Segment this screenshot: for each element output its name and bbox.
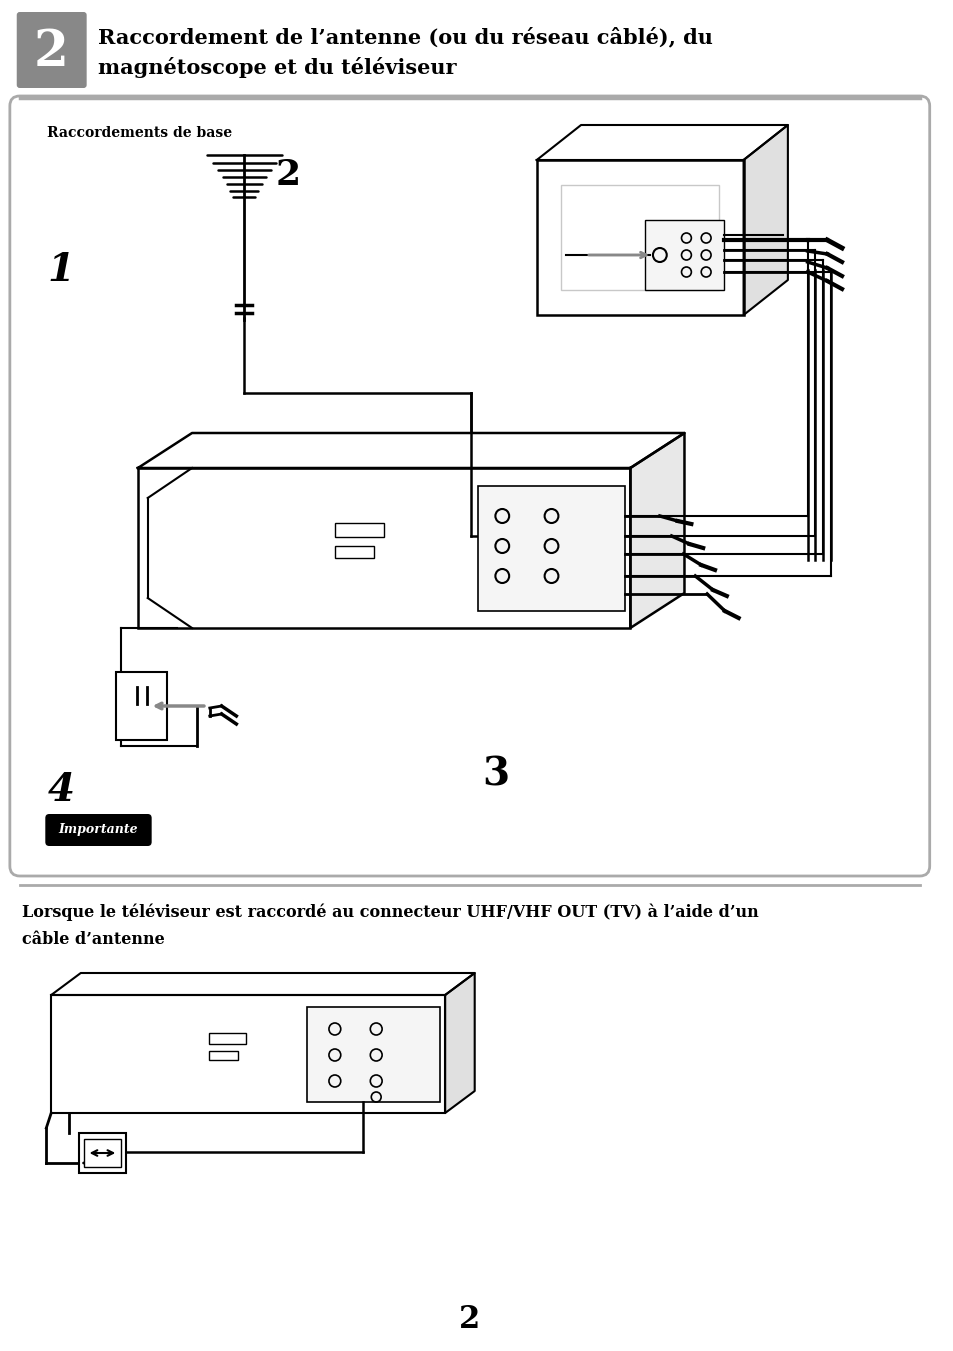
- Bar: [560, 185, 719, 290]
- Bar: [307, 1006, 439, 1102]
- Bar: [209, 1051, 238, 1061]
- Text: 2: 2: [275, 158, 300, 192]
- FancyBboxPatch shape: [45, 815, 152, 846]
- Polygon shape: [51, 973, 475, 994]
- Bar: [335, 546, 374, 558]
- Text: magnétoscope et du téléviseur: magnétoscope et du téléviseur: [98, 58, 456, 78]
- Text: 1: 1: [48, 251, 74, 289]
- Text: 2: 2: [458, 1305, 480, 1336]
- FancyBboxPatch shape: [10, 96, 929, 875]
- Bar: [537, 159, 742, 315]
- Bar: [477, 486, 625, 611]
- Text: 3: 3: [482, 757, 509, 794]
- Text: Raccordements de base: Raccordements de base: [48, 126, 233, 141]
- Polygon shape: [537, 126, 787, 159]
- Bar: [644, 220, 723, 290]
- Text: câble d’antenne: câble d’antenne: [22, 931, 164, 948]
- Bar: [84, 1139, 121, 1167]
- Text: Lorsque le téléviseur est raccordé au connecteur UHF/VHF OUT (TV) à l’aide d’un: Lorsque le téléviseur est raccordé au co…: [22, 904, 758, 921]
- Polygon shape: [742, 126, 787, 315]
- Bar: [209, 1034, 246, 1044]
- Bar: [335, 523, 384, 536]
- FancyBboxPatch shape: [17, 12, 87, 88]
- Bar: [79, 1133, 126, 1173]
- Polygon shape: [445, 973, 475, 1113]
- Polygon shape: [138, 434, 683, 467]
- Bar: [138, 467, 630, 628]
- Text: 2: 2: [33, 27, 69, 77]
- Bar: [51, 994, 445, 1113]
- Bar: [116, 671, 167, 740]
- Text: 4: 4: [48, 771, 74, 809]
- Text: Importante: Importante: [59, 824, 138, 836]
- Text: Raccordement de l’antenne (ou du réseau câblé), du: Raccordement de l’antenne (ou du réseau …: [98, 27, 713, 47]
- Polygon shape: [630, 434, 683, 628]
